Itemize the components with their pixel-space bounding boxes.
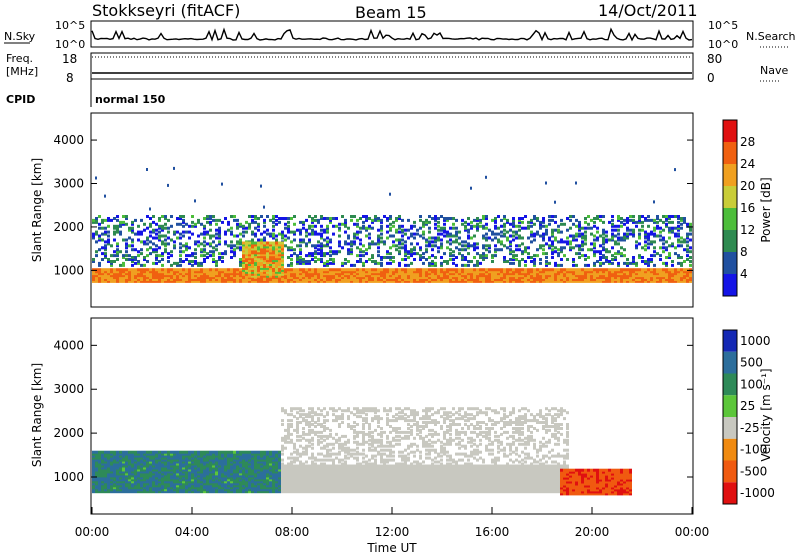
y-tick-label: 4000 (53, 338, 84, 352)
colorbar-segment (723, 252, 737, 274)
y-tick-label: 4000 (53, 133, 84, 147)
freq-tick-top: 18 (62, 52, 77, 66)
power-panel-frame (90, 112, 694, 308)
freq-tick-bottom: 8 (66, 71, 74, 85)
y-tick-label: 3000 (53, 382, 84, 396)
noise-panel (90, 20, 694, 48)
x-tick-label: 16:00 (475, 525, 510, 539)
colorbar-segment (723, 460, 737, 483)
colorbar-segment (723, 351, 737, 374)
colorbar-tick: 20 (740, 179, 755, 193)
colorbar-segment (723, 208, 737, 230)
freq-label-1: Freq. (6, 52, 33, 65)
nave-tick-bottom: 0 (707, 71, 715, 85)
colorbar-tick: -25 (740, 421, 760, 435)
x-tick-label: 12:00 (375, 525, 410, 539)
y-tick-label: 3000 (53, 177, 84, 191)
colorbar-tick: -500 (740, 464, 767, 478)
colorbar-tick: 8 (740, 245, 748, 259)
power-colorbar: 4 8 12 16 20 24 28 (722, 119, 755, 297)
y-tick-label: 1000 (53, 263, 84, 277)
nave-label: Nave (760, 64, 788, 77)
colorbar-segment (723, 142, 737, 164)
x-tick-label: 08:00 (275, 525, 310, 539)
colorbar-tick: 25 (740, 399, 755, 413)
nave-tick-top: 80 (707, 52, 722, 66)
colorbar-segment (723, 373, 737, 396)
colorbar-tick: 4 (740, 267, 748, 281)
colorbar-segment (723, 186, 737, 208)
colorbar-segment (723, 438, 737, 461)
colorbar-tick: 100 (740, 377, 763, 391)
noise-tick-right-top: 10^5 (708, 19, 738, 32)
nsky-trace (91, 27, 693, 42)
power-y-axis: 1000 2000 3000 4000 (53, 133, 693, 277)
noise-tick-right-bottom: 10^0 (708, 38, 738, 51)
colorbar-tick: -100 (740, 443, 767, 457)
freq-label-2: [MHz] (6, 65, 38, 78)
date-title: 14/Oct/2011 (598, 1, 698, 20)
velocity-colorbar-label: Velocity [m s⁻¹] (759, 368, 773, 461)
colorbar-tick: 28 (740, 135, 755, 149)
colorbar-tick: 16 (740, 201, 755, 215)
x-tick-label: 20:00 (575, 525, 610, 539)
colorbar-segment (723, 230, 737, 252)
cpid-label: CPID (6, 93, 35, 106)
nsky-label: N.Sky (4, 30, 36, 43)
velocity-colorbar: 1000 500 100 25 -25 -100 -500 -1000 (722, 329, 775, 505)
power-ylabel: Slant Range [km] (30, 158, 44, 262)
time-axis-label: Time UT (366, 541, 417, 554)
colorbar-segment (723, 330, 737, 352)
colorbar-segment (723, 120, 737, 142)
y-tick-label: 1000 (53, 470, 84, 484)
colorbar-tick: 500 (740, 356, 763, 370)
station-title: Stokkseyri (fitACF) (92, 1, 240, 20)
colorbar-frame (722, 119, 738, 297)
colorbar-segment (723, 482, 737, 505)
cpid-value: normal 150 (95, 93, 166, 106)
colorbar-segment (723, 395, 737, 418)
colorbar-tick: 12 (740, 223, 755, 237)
x-tick-label: 00:00 (75, 525, 110, 539)
colorbar-segment (723, 164, 737, 186)
nsearch-label: N.Search (746, 30, 796, 43)
colorbar-tick: -1000 (740, 486, 775, 500)
y-tick-label: 2000 (53, 220, 84, 234)
colorbar-tick: 24 (740, 157, 755, 171)
noise-tick-left-top: 10^5 (55, 19, 85, 32)
colorbar-tick: 1000 (740, 334, 771, 348)
velocity-ylabel: Slant Range [km] (30, 363, 44, 467)
power-heatmap (92, 166, 692, 283)
time-axis: 00:00 04:00 08:00 12:00 16:00 20:00 00:00 (75, 507, 710, 539)
y-tick-label: 2000 (53, 426, 84, 440)
x-tick-label: 00:00 (675, 525, 710, 539)
colorbar-segment (723, 274, 737, 296)
noise-tick-left-bottom: 10^0 (55, 38, 85, 51)
colorbar-segment (723, 417, 737, 439)
x-tick-label: 04:00 (175, 525, 210, 539)
power-colorbar-label: Power [dB] (759, 177, 773, 242)
velocity-heatmap (92, 407, 632, 496)
beam-title: Beam 15 (355, 3, 427, 22)
colorbar-frame (722, 329, 738, 505)
freq-panel (90, 52, 694, 80)
velocity-y-axis: 1000 2000 3000 4000 (53, 338, 693, 484)
